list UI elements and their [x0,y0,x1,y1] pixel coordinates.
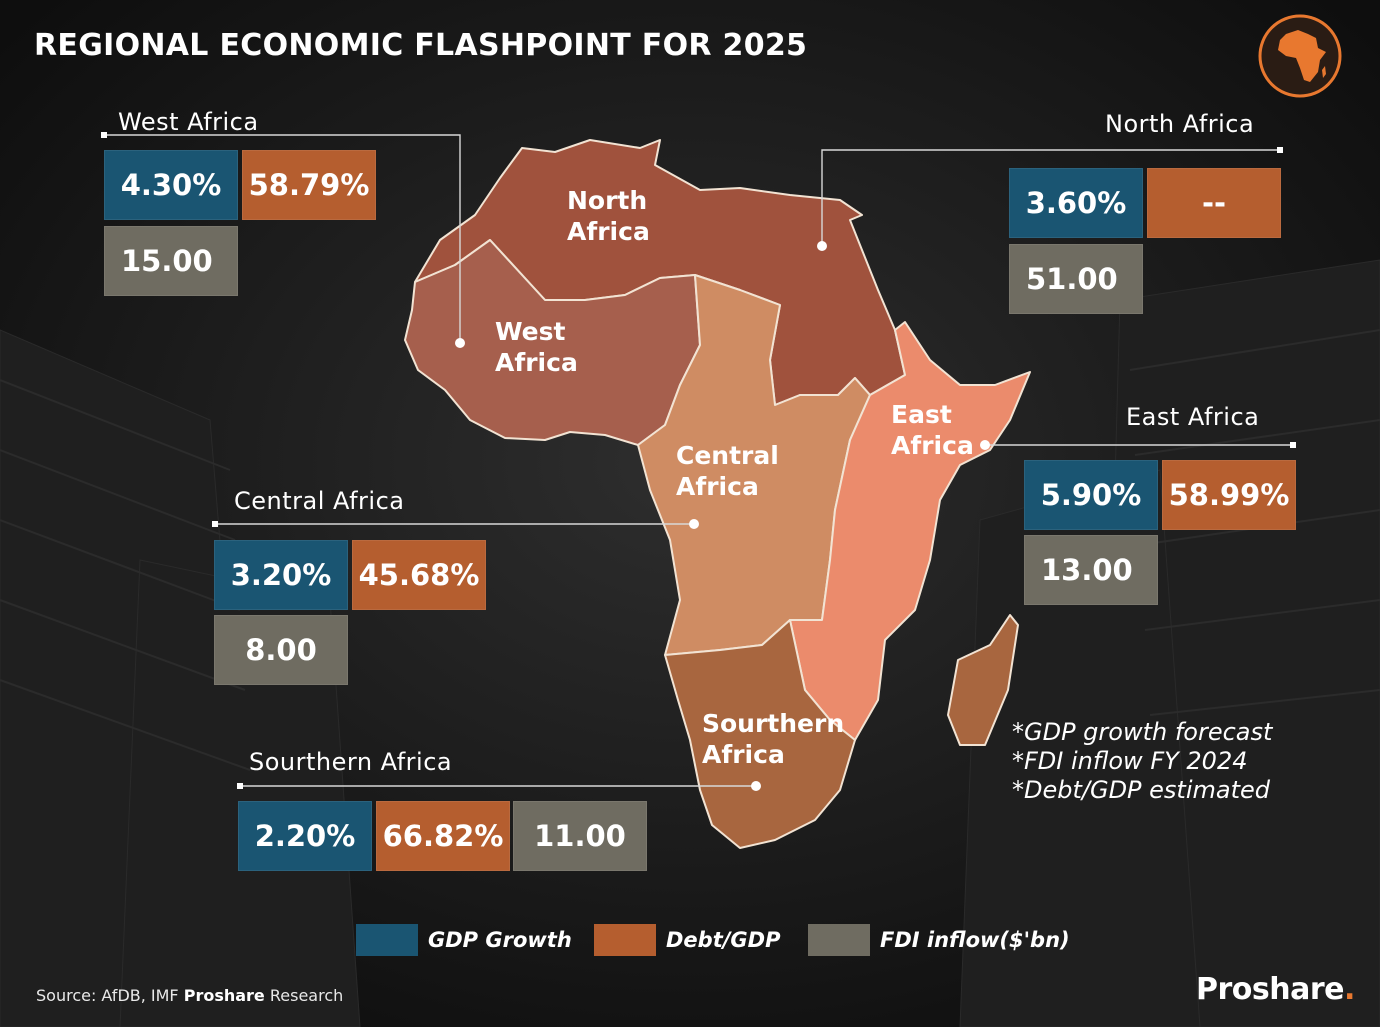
central-map-label-line-2: Africa [676,472,759,501]
central-map-label-line-1: Central [676,441,779,470]
west-africa-gdp-growth: 4.30% [104,150,238,220]
brand-name: Proshare [1196,972,1345,1007]
page-title: REGIONAL ECONOMIC FLASHPOINT FOR 2025 [34,28,808,63]
east-africa-gdp-growth: 5.90% [1024,460,1158,530]
east-africa-region [789,321,1031,741]
west-africa-fdi-inflow: 15.00 [104,226,238,296]
north-africa-heading: North Africa [1105,110,1255,138]
footnote-fdi: *FDI inflow FY 2024 [1012,747,1248,775]
madagascar-region [947,614,1019,746]
africa-map-icon [1258,14,1342,98]
leader-lines [104,134,1293,787]
west-africa-heading: West Africa [118,108,259,136]
north-africa-debt-gdp: -- [1147,168,1281,238]
southern-africa-debt-gdp: 66.82% [376,801,510,871]
legend-label-gdp: GDP Growth [428,928,572,952]
legend-label-debt: Debt/GDP [666,928,781,952]
central-africa-gdp-growth: 3.20% [214,540,348,610]
legend-fdi-inflow: FDI inflow($'bn) [808,924,1070,956]
east-map-label-line-1: East [891,400,952,429]
west-map-label-line-2: Africa [495,348,578,377]
legend-swatch-gdp [356,924,418,956]
southern-africa-heading: Sourthern Africa [249,748,453,776]
southern-africa-region [664,619,856,849]
source-credit: Source: AfDB, IMF Proshare Research [36,986,343,1005]
west-africa-debt-gdp: 58.79% [242,150,376,220]
west-map-label-line-1: West [495,317,566,346]
southern-africa-gdp-growth: 2.20% [238,801,372,871]
leader-endpoints [101,132,1296,791]
legend-label-fdi: FDI inflow($'bn) [880,928,1070,952]
north-africa-fdi-inflow: 51.00 [1009,244,1143,314]
source-suffix: Research [264,986,344,1005]
east-africa-debt-gdp: 58.99% [1162,460,1296,530]
footnotes: *GDP growth forecast *FDI inflow FY 2024… [1012,718,1272,805]
legend-swatch-debt [594,924,656,956]
east-africa-fdi-inflow: 13.00 [1024,535,1158,605]
north-map-label-line-1: North [567,186,647,215]
north-africa-gdp-growth: 3.60% [1009,168,1143,238]
legend-swatch-fdi [808,924,870,956]
footnote-gdp: *GDP growth forecast [1012,718,1273,746]
source-brand: Proshare [183,986,265,1005]
east-map-label-line-2: Africa [891,431,974,460]
legend-gdp-growth: GDP Growth [356,924,572,956]
east-africa-heading: East Africa [1126,403,1260,431]
southern-africa-fdi-inflow: 11.00 [513,801,647,871]
central-africa-fdi-inflow: 8.00 [214,615,348,685]
footnote-debt: *Debt/GDP estimated [1012,776,1270,804]
source-prefix: Source: AfDB, IMF [36,986,184,1005]
brand-dot: . [1344,972,1355,1007]
central-africa-heading: Central Africa [234,487,405,515]
legend-debt-gdp: Debt/GDP [594,924,780,956]
north-map-label-line-2: Africa [567,217,650,246]
southern-map-label-line-1: Sourthern [702,709,844,738]
brand-logo[interactable]: Proshare. [1196,972,1355,1007]
southern-map-label-line-2: Africa [702,740,785,769]
central-africa-debt-gdp: 45.68% [352,540,486,610]
